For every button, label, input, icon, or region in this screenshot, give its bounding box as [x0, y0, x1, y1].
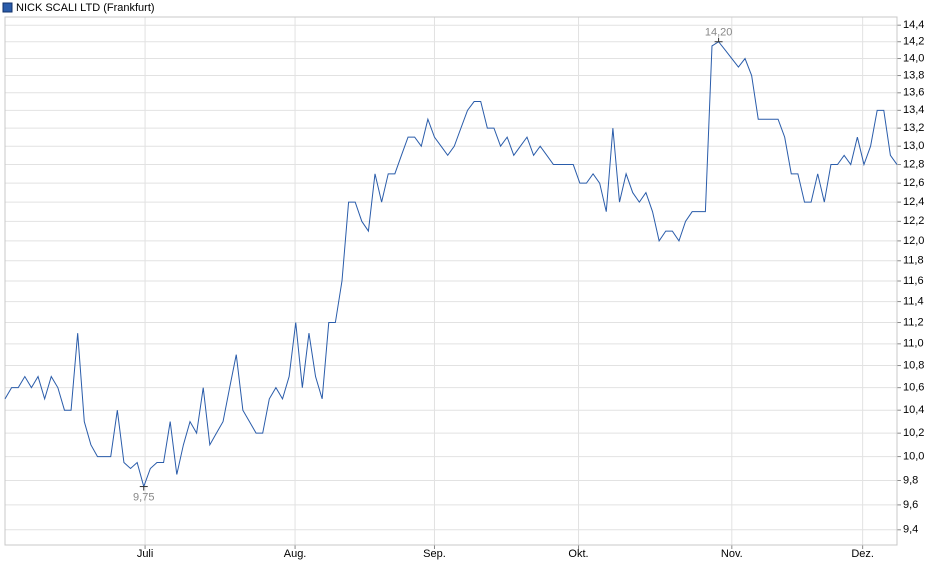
y-tick-label: 11,6: [903, 275, 924, 287]
y-tick-label: 14,0: [903, 52, 924, 64]
y-tick-label: 12,0: [903, 235, 924, 247]
y-tick-label: 13,6: [903, 87, 924, 99]
y-tick-label: 14,4: [903, 19, 924, 31]
y-tick-label: 11,0: [903, 338, 924, 350]
y-tick-label: 10,6: [903, 382, 924, 394]
y-tick-label: 10,4: [903, 404, 924, 416]
y-tick-label: 9,6: [903, 499, 918, 511]
y-tick-label: 12,8: [903, 158, 924, 170]
y-tick-label: 9,4: [903, 524, 918, 536]
y-tick-label: 10,2: [903, 427, 924, 439]
value-label: 9,75: [133, 491, 154, 503]
price-line: [4, 41, 898, 489]
plot-border: [4, 16, 898, 546]
y-tick-label: 10,0: [903, 451, 924, 463]
legend-label: NICK SCALI LTD (Frankfurt): [16, 2, 155, 14]
x-tick-label: Sep.: [423, 548, 446, 560]
legend-swatch: [2, 2, 13, 13]
y-tick-label: 13,2: [903, 122, 924, 134]
y-tick-label: 9,8: [903, 474, 918, 486]
y-tick-label: 11,8: [903, 255, 924, 267]
x-tick-label: Juli: [137, 548, 154, 560]
y-tick-label: 13,8: [903, 69, 924, 81]
y-tick-label: 10,8: [903, 359, 924, 371]
y-tick-label: 13,0: [903, 140, 924, 152]
x-tick-label: Nov.: [721, 548, 743, 560]
value-label: 14,20: [705, 27, 733, 39]
y-tick-label: 11,4: [903, 295, 924, 307]
x-tick-label: Aug.: [284, 548, 307, 560]
y-tick-label: 12,2: [903, 215, 924, 227]
y-tick-label: 12,4: [903, 196, 924, 208]
x-tick-label: Okt.: [568, 548, 588, 560]
y-tick-label: 14,2: [903, 36, 924, 48]
y-tick-label: 11,2: [903, 316, 924, 328]
y-tick-label: 12,6: [903, 177, 924, 189]
y-tick-label: 13,4: [903, 104, 924, 116]
x-tick-label: Dez.: [851, 548, 874, 560]
